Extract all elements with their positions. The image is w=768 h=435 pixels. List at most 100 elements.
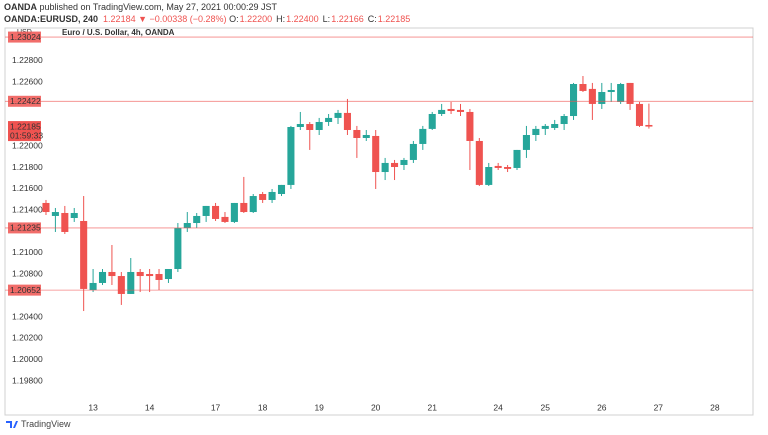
- level-label-bg: [8, 31, 41, 43]
- candle-body: [146, 274, 154, 277]
- level-label-bg: [8, 95, 41, 107]
- candle-body: [277, 184, 286, 194]
- x-tick-label: 13: [88, 402, 98, 412]
- candle-body: [513, 149, 521, 168]
- candle-body: [343, 112, 351, 130]
- level-label-bg: [8, 284, 41, 296]
- y-tick-label: 1.21800: [12, 162, 43, 172]
- candle-body: [89, 282, 97, 291]
- logo: TradingView: [21, 419, 71, 429]
- candle-body: [80, 220, 88, 289]
- ohlc-value: 1.22200: [239, 14, 273, 24]
- candle-body: [617, 84, 625, 102]
- candle-body: [174, 228, 182, 269]
- candle-body: [353, 129, 361, 138]
- x-tick-label: 26: [597, 402, 607, 412]
- x-tick-label: 27: [654, 402, 664, 412]
- x-tick-label: 21: [427, 402, 437, 412]
- candle-body: [296, 124, 304, 128]
- candle-body: [136, 271, 144, 277]
- candle-body: [108, 271, 116, 277]
- candle-body: [325, 117, 333, 122]
- logo-icon: [6, 421, 18, 428]
- candle-body: [570, 84, 578, 117]
- candle-body: [287, 127, 295, 185]
- y-tick-label: 1.21000: [12, 247, 43, 257]
- level-label: 1.22422: [10, 96, 41, 106]
- y-tick-label: 1.22600: [12, 77, 43, 87]
- y-tick-label: 1.20800: [12, 269, 43, 279]
- candle-body: [202, 205, 210, 216]
- x-tick-label: 24: [493, 402, 503, 412]
- candle-body: [193, 215, 201, 224]
- y-tick-label: 1.20200: [12, 333, 43, 343]
- candle-body: [532, 128, 540, 136]
- footer: TradingView: [6, 419, 71, 429]
- x-tick-label: 19: [314, 402, 324, 412]
- candle-body: [315, 121, 323, 130]
- last-price-bg: [8, 121, 41, 142]
- candle-body: [230, 202, 238, 222]
- candle-body: [212, 205, 220, 219]
- candle-body: [466, 111, 474, 141]
- candle-body: [306, 124, 314, 130]
- candle-body: [504, 167, 512, 169]
- candle-body: [560, 116, 568, 125]
- x-tick-label: 18: [258, 402, 268, 412]
- level-label: 1.21235: [10, 223, 41, 233]
- candle-body: [70, 212, 78, 219]
- candle-body: [127, 271, 135, 294]
- x-tick-label: 28: [710, 402, 720, 412]
- x-tick-label: 25: [541, 402, 551, 412]
- candle-body: [579, 84, 587, 91]
- candle-body: [475, 140, 483, 185]
- candle-body: [522, 135, 530, 150]
- published: published on TradingView.com, May 27, 20…: [39, 2, 278, 12]
- chart-title: Euro / U.S. Dollar, 4h, OANDA: [62, 28, 175, 37]
- header: OANDA published on TradingView.com, May …: [4, 1, 414, 25]
- candle-body: [588, 88, 596, 104]
- candle-body: [635, 103, 644, 126]
- y-tick-label: 1.19800: [12, 375, 43, 385]
- candle-body: [447, 108, 455, 111]
- y-tick-label: 1.20000: [12, 354, 43, 364]
- level-label-bg: [8, 222, 41, 234]
- candle-body: [240, 202, 248, 213]
- candle-body: [428, 113, 436, 129]
- last: 1.22184 ▼ −0.00338 (−0.28%): [103, 14, 227, 24]
- x-tick-label: 17: [211, 402, 221, 412]
- candle-body: [381, 162, 389, 173]
- candle-body: [409, 143, 417, 160]
- candle-body: [372, 135, 380, 173]
- candle-body: [183, 223, 191, 229]
- last-price-label: 1.22185: [10, 121, 41, 131]
- candle-body: [221, 216, 229, 222]
- candle-body: [268, 191, 276, 200]
- candle-body: [485, 167, 493, 185]
- candle-body: [51, 212, 59, 216]
- candle-body: [98, 271, 107, 283]
- ohlc-value: 1.22400: [286, 14, 319, 24]
- candle-body: [607, 89, 615, 93]
- candle-body: [164, 268, 172, 280]
- candle-body: [541, 125, 549, 129]
- candle-body: [456, 109, 465, 112]
- candle-body: [249, 196, 257, 213]
- chart-border: [4, 27, 754, 416]
- ohlc-label: C:: [367, 14, 377, 24]
- level-label: 1.20652: [10, 285, 41, 295]
- y-tick-label: 1.20400: [12, 311, 43, 321]
- ohlc: O:1.22200 H:1.22400 L:1.22166 C:1.22185: [229, 14, 414, 24]
- candle-body: [400, 159, 408, 165]
- candle-body: [438, 109, 446, 114]
- x-tick-label: 20: [371, 402, 381, 412]
- candle-body: [551, 124, 559, 128]
- level-label: 1.23024: [10, 32, 41, 42]
- candle-body: [391, 162, 399, 168]
- ohlc-value: 1.22185: [377, 14, 411, 24]
- y-tick-label: 1.21400: [12, 205, 43, 215]
- publisher: OANDA: [4, 2, 37, 12]
- candle-body: [626, 82, 634, 104]
